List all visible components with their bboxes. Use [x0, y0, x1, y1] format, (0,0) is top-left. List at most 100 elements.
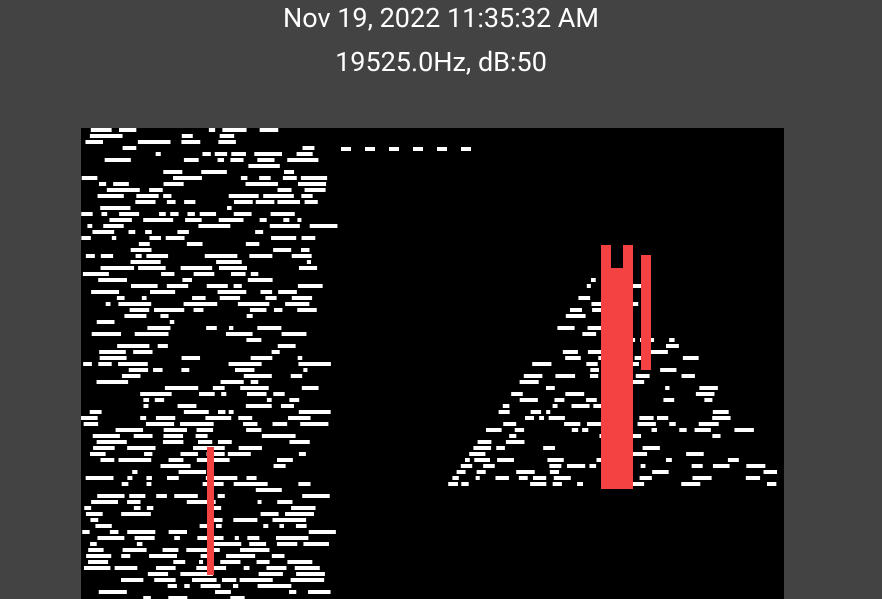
- spectrogram-pixel: [214, 152, 228, 156]
- spectrogram-pixel: [565, 314, 586, 318]
- spectrogram-pixel: [174, 494, 198, 498]
- spectrogram-pixel: [389, 147, 399, 151]
- spectrogram-pixel: [461, 147, 471, 151]
- spectrogram-pixel: [245, 242, 260, 246]
- spectrogram-pixel: [168, 458, 184, 462]
- spectrogram-pixel: [475, 476, 480, 480]
- spectrogram-pixel: [233, 284, 242, 288]
- spectrogram-pixel: [109, 530, 119, 534]
- spectrogram-pixel: [121, 578, 144, 582]
- spectrogram-pixel: [88, 548, 104, 552]
- spectrogram-pixel: [216, 260, 242, 264]
- spectrogram-pixel: [250, 356, 273, 360]
- spectrogram-pixel: [230, 596, 245, 599]
- spectrogram-pixel: [634, 356, 644, 360]
- spectrogram-pixel: [103, 224, 124, 228]
- spectrogram-pixel: [208, 128, 216, 132]
- spectrogram-pixel: [205, 476, 238, 480]
- spectrogram-pixel: [238, 416, 253, 420]
- spectrogram-pixel: [284, 170, 295, 174]
- spectrogram-pixel: [160, 464, 191, 468]
- spectrogram-pixel: [192, 296, 206, 300]
- spectrogram-pixel: [217, 158, 225, 162]
- spectrogram-pixel: [199, 212, 217, 216]
- spectrogram-pixel: [184, 200, 196, 204]
- spectrogram-pixel: [712, 416, 731, 420]
- spectrogram-pixel: [712, 464, 730, 468]
- spectrogram-pixel: [249, 308, 267, 312]
- spectrogram-pixel: [273, 308, 283, 312]
- spectrogram-pixel: [122, 146, 137, 150]
- spectrogram-pixel: [554, 398, 565, 402]
- spectrogram-pixel: [308, 530, 336, 534]
- spectrogram-pixel: [160, 314, 169, 318]
- spectrogram-pixel: [183, 410, 209, 414]
- spectrogram-pixel: [121, 512, 151, 516]
- spectrogram-pixel: [118, 302, 152, 306]
- spectrogram-pixel: [155, 152, 161, 156]
- spectrogram-pixel: [240, 548, 270, 552]
- spectrogram-pixel: [136, 542, 143, 546]
- spectrogram-pixel: [727, 458, 739, 462]
- spectrogram-pixel: [85, 512, 103, 516]
- spectrogram-pixel: [452, 476, 459, 480]
- spectrogram-pixel: [596, 458, 606, 462]
- spectrogram-pixel: [90, 518, 99, 522]
- spectrogram-pixel: [150, 290, 176, 294]
- spectrogram-pixel: [205, 416, 232, 420]
- spectrogram-pixel: [212, 506, 222, 510]
- spectrogram-pixel: [591, 302, 606, 306]
- spectrogram-pixel: [98, 278, 127, 282]
- spectrogram-pixel: [234, 536, 239, 540]
- spectrogram-pixel: [277, 344, 296, 348]
- spectrogram-pixel: [134, 332, 169, 336]
- spectrogram-pixel: [149, 188, 163, 192]
- spectrogram-pixel: [81, 176, 98, 180]
- spectrogram-pixel: [140, 392, 172, 396]
- spectrogram-pixel: [85, 476, 114, 480]
- spectrogram-pixel: [301, 236, 316, 240]
- spectrogram-pixel: [271, 554, 285, 558]
- spectrogram-pixel: [215, 524, 222, 528]
- spectrogram-pixel: [248, 164, 280, 168]
- spectrogram-pixel: [291, 296, 313, 300]
- spectrogram-pixel: [277, 188, 292, 192]
- spectrogram-pixel: [130, 260, 161, 264]
- spectrogram-pixel: [233, 518, 258, 522]
- spectrogram-pixel: [90, 128, 112, 132]
- spectrogram-pixel: [170, 212, 179, 216]
- spectrogram-pixel: [669, 422, 676, 426]
- spectrogram-pixel: [469, 452, 486, 456]
- spectrogram-pixel: [118, 458, 152, 462]
- spectrogram-pixel: [124, 314, 147, 318]
- spectrogram-pixel: [83, 362, 92, 366]
- spectrogram-pixel: [133, 506, 141, 510]
- spectrogram-pixel: [100, 254, 114, 258]
- spectrogram-pixel: [184, 584, 190, 588]
- spectrogram-pixel: [301, 194, 313, 198]
- spectrogram-pixel: [246, 314, 253, 318]
- spectrogram-pixel: [276, 542, 298, 546]
- spectrogram-pixel: [164, 386, 199, 390]
- spectrogram-pixel: [163, 194, 172, 198]
- spectrogram-pixel: [100, 206, 131, 210]
- spectrogram-pixel: [586, 398, 597, 402]
- spectrogram-pixel: [763, 470, 778, 474]
- spectrogram-pixel: [497, 458, 514, 462]
- peak-marker: [623, 245, 633, 489]
- spectrogram-pixel: [570, 308, 582, 312]
- spectrogram-pixel: [181, 356, 201, 360]
- spectrogram-pixel: [228, 362, 262, 366]
- spectrogram-pixel: [255, 200, 275, 204]
- spectrogram-pixel: [85, 140, 103, 144]
- spectrogram-pixel: [295, 524, 307, 528]
- spectrogram-pixel: [97, 536, 125, 540]
- spectrogram-pixel: [218, 410, 226, 414]
- spectrogram-pixel: [90, 542, 97, 546]
- spectrogram-pixel: [141, 296, 147, 300]
- spectrogram-pixel: [96, 440, 127, 444]
- spectrogram-pixel: [227, 452, 251, 456]
- spectrogram-pixel: [243, 374, 272, 378]
- spectrogram-pixel: [246, 476, 257, 480]
- spectrogram-pixel: [745, 476, 761, 480]
